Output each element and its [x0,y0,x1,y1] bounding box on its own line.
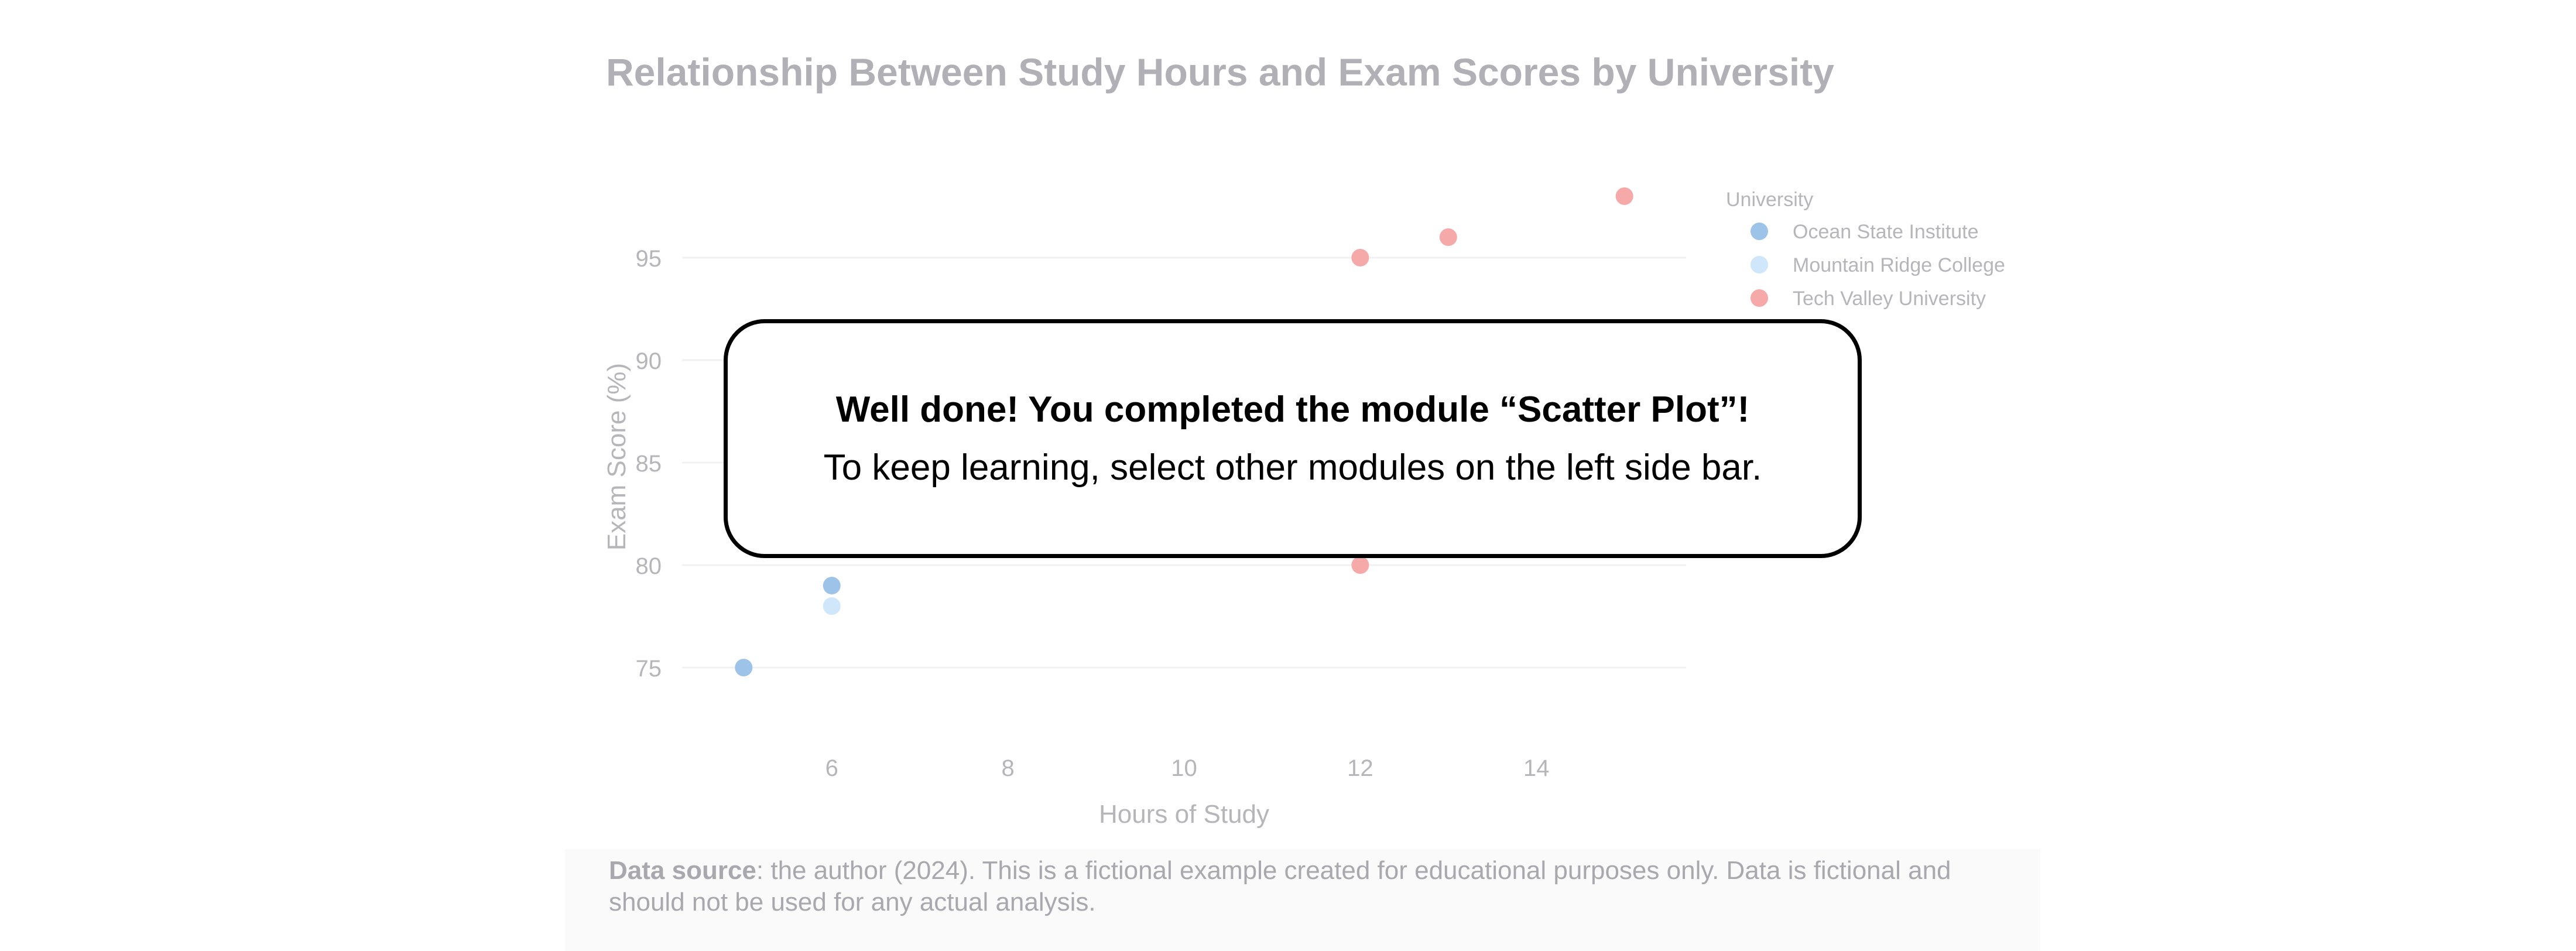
scatter-point [735,659,753,676]
legend-label: Tech Valley University [1793,288,1986,310]
legend-label: Mountain Ridge College [1793,254,2005,276]
scatter-point [823,597,841,615]
y-tick-label: 85 [636,451,662,477]
completion-title: Well done! You completed the module “Sca… [835,389,1750,430]
chart-title: Relationship Between Study Hours and Exa… [606,50,1834,94]
x-tick-label: 10 [1171,755,1197,781]
y-tick-label: 90 [636,348,662,374]
legend-marker [1751,289,1768,307]
data-source-label: Data source [609,856,756,885]
scatter-point [823,577,841,594]
y-tick-label: 80 [636,553,662,579]
x-tick-label: 12 [1347,755,1373,781]
scatter-point [1439,228,1457,246]
legend-title: University [1726,189,1813,211]
legend-marker [1751,223,1768,240]
completion-dialog: Well done! You completed the module “Sca… [724,319,1862,558]
scatter-point [1351,249,1369,266]
y-axis-title: Exam Score (%) [602,363,631,550]
x-tick-label: 8 [1001,755,1014,781]
y-tick-label: 75 [636,656,662,682]
data-source-note: Data source: the author (2024). This is … [609,855,1955,918]
x-tick-label: 6 [825,755,838,781]
footer-panel [565,849,2040,951]
data-source-text: : the author (2024). This is a fictional… [609,856,1951,916]
legend-label: Ocean State Institute [1793,221,1979,243]
scatter-point [1351,556,1369,574]
completion-message: To keep learning, select other modules o… [823,447,1762,488]
scatter-point [1615,187,1633,205]
x-tick-label: 14 [1523,755,1550,781]
legend-marker [1751,256,1768,273]
x-axis-title: Hours of Study [1099,800,1269,829]
y-tick-label: 95 [636,246,662,272]
